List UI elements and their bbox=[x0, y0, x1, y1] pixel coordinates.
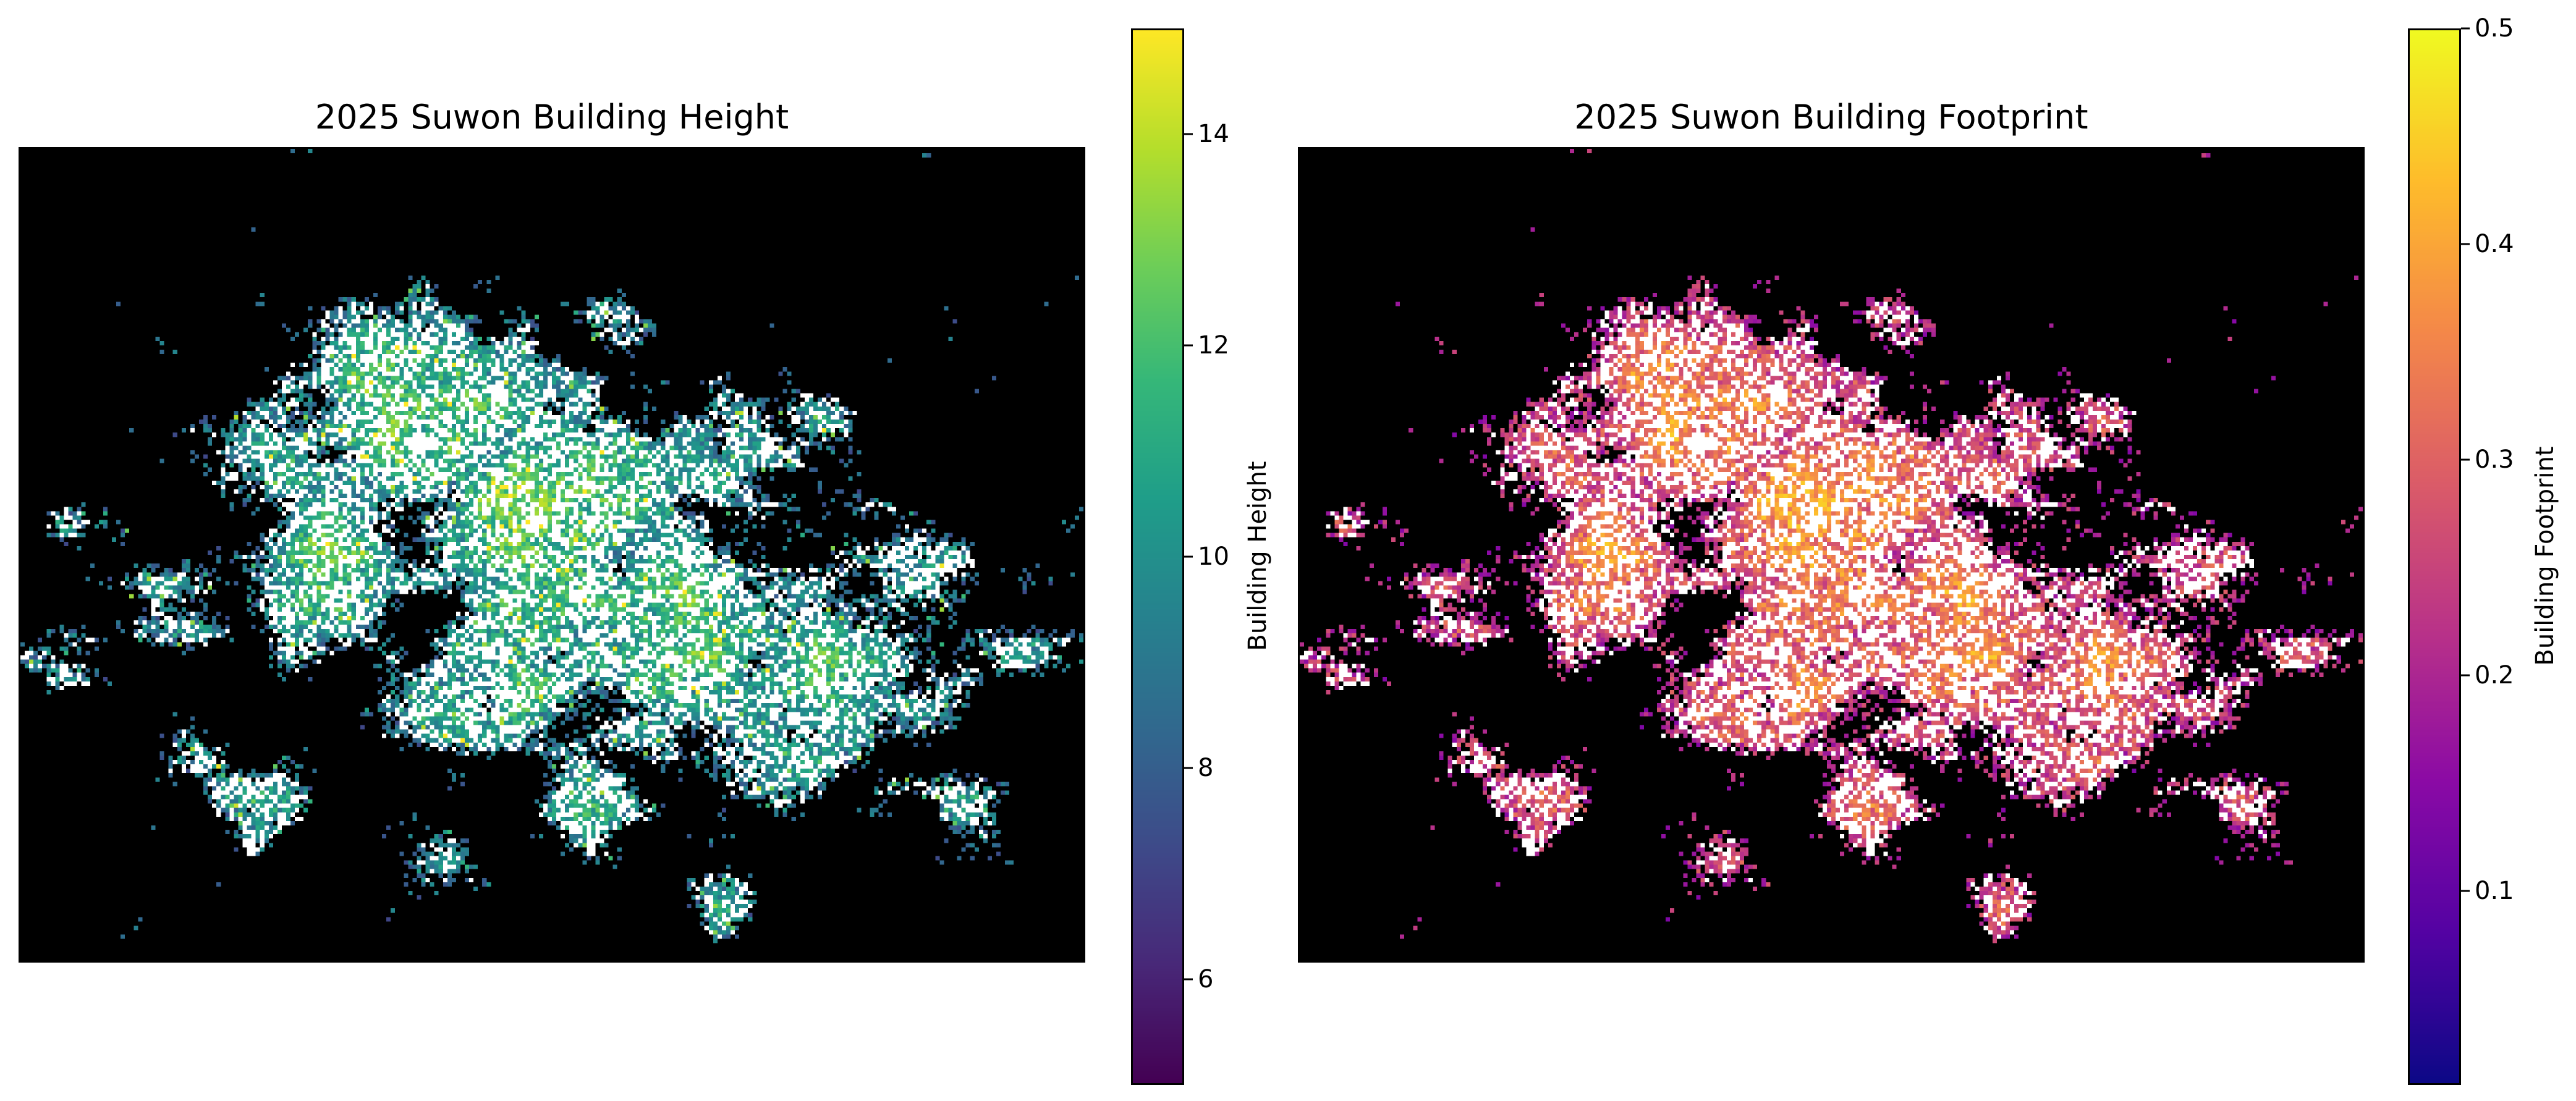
colorbar-tick-label: 14 bbox=[1198, 120, 1229, 148]
colorbar-tick-label: 0.2 bbox=[2475, 661, 2514, 690]
colorbar-tick-label: 0.1 bbox=[2475, 877, 2514, 905]
colorbar-tick-mark bbox=[1184, 767, 1193, 769]
colorbar-tick-label: 6 bbox=[1198, 965, 1213, 993]
footprint-map-title: 2025 Suwon Building Footprint bbox=[1298, 98, 2365, 137]
footprint-colorbar bbox=[2408, 28, 2461, 1085]
colorbar-tick-mark bbox=[2461, 890, 2470, 892]
colorbar-tick-label: 8 bbox=[1198, 754, 1213, 782]
height-colorbar bbox=[1131, 28, 1184, 1085]
colorbar-tick-mark bbox=[1184, 133, 1193, 135]
colorbar-tick-mark bbox=[2461, 243, 2470, 245]
height-colorbar-label: Building Height bbox=[1244, 461, 1272, 651]
colorbar-tick-mark bbox=[2461, 458, 2470, 460]
footprint-colorbar-gradient bbox=[2410, 30, 2459, 1083]
footprint-raster bbox=[1300, 149, 2363, 961]
height-map-title: 2025 Suwon Building Height bbox=[19, 98, 1085, 137]
colorbar-tick-mark bbox=[1184, 345, 1193, 347]
colorbar-tick-label: 0.3 bbox=[2475, 445, 2514, 474]
colorbar-tick-mark bbox=[2461, 674, 2470, 676]
height-raster bbox=[20, 149, 1083, 961]
footprint-colorbar-label: Building Footprint bbox=[2531, 446, 2559, 665]
colorbar-tick-label: 0.4 bbox=[2475, 230, 2514, 258]
colorbar-tick-label: 0.5 bbox=[2475, 14, 2514, 43]
footprint-map bbox=[1298, 147, 2365, 963]
colorbar-tick-mark bbox=[1184, 556, 1193, 558]
colorbar-tick-mark bbox=[1184, 979, 1193, 981]
colorbar-tick-label: 12 bbox=[1198, 331, 1229, 360]
height-map bbox=[19, 147, 1085, 963]
colorbar-tick-mark bbox=[2461, 28, 2470, 30]
height-colorbar-gradient bbox=[1133, 30, 1182, 1083]
colorbar-tick-label: 10 bbox=[1198, 542, 1229, 571]
